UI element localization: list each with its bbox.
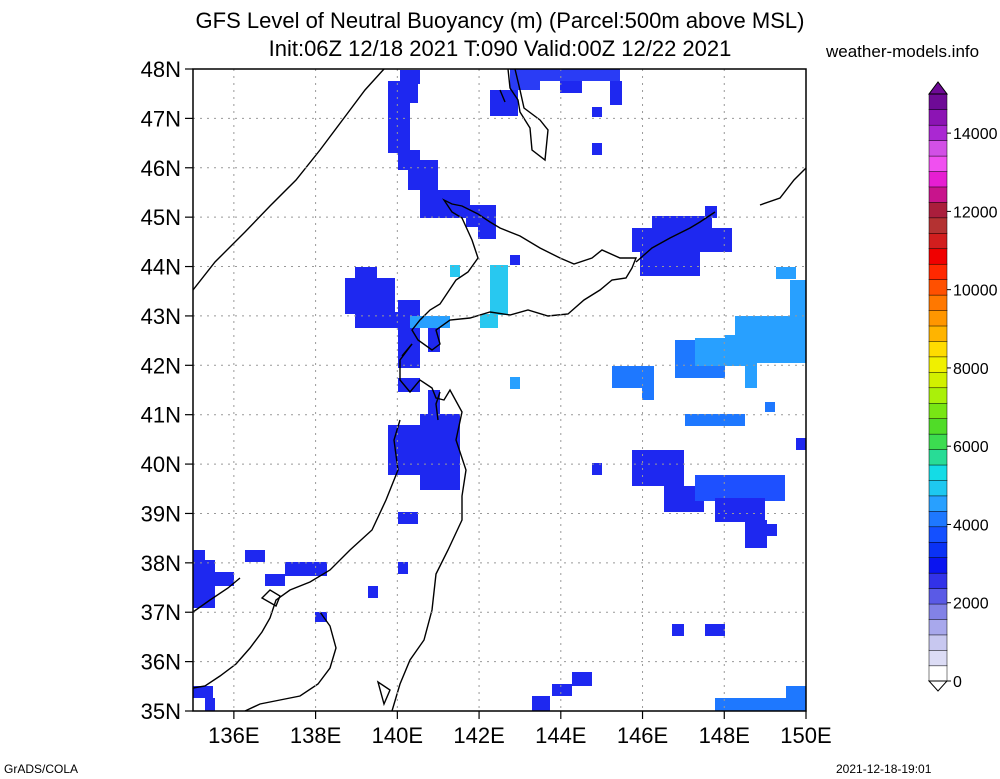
latitude-labels: 35N 36N 37N 38N 39N 40N 41N 42N 43N 44N 45N 46N 47N 4… (141, 57, 181, 724)
colorbar-segment (928, 649, 948, 667)
colorbar-label: 2000 (953, 596, 989, 613)
colorbar-label: 12000 (953, 204, 998, 221)
site-credit: weather-models.info (826, 42, 980, 61)
colorbar-segment (928, 510, 948, 528)
colorbar-segment (928, 572, 948, 589)
colorbar-segment (928, 109, 948, 126)
colorbar-segment (928, 170, 948, 188)
colorbar-segment (928, 248, 948, 265)
colorbar-top-arrow (928, 81, 948, 95)
lon-tick-label: 150E (780, 723, 831, 748)
colorbar-label: 6000 (953, 439, 989, 456)
colorbar-labels: 0 2000 4000 6000 8000 10000 12000 14000 (947, 126, 998, 691)
colorbar-segment (928, 124, 948, 141)
colorbar-segment (928, 356, 948, 373)
colorbar-segment (928, 526, 948, 543)
colorbar-segment (928, 634, 948, 651)
axis-ticks (185, 68, 807, 719)
lat-tick-label: 42N (141, 353, 181, 378)
colorbar-label: 14000 (953, 126, 998, 143)
map-frame (192, 68, 807, 712)
colorbar-segment (928, 618, 948, 636)
colorbar-segment (928, 186, 948, 203)
colorbar-segment (928, 665, 948, 682)
lat-tick-label: 38N (141, 551, 181, 576)
lat-tick-label: 47N (141, 106, 181, 131)
colorbar-segment (928, 294, 948, 311)
lat-tick-label: 45N (141, 205, 181, 230)
map-title-line1: GFS Level of Neutral Buoyancy (m) (Parce… (195, 8, 805, 33)
colorbar-segment (928, 588, 948, 605)
lat-tick-label: 43N (141, 304, 181, 329)
lon-tick-label: 146E (617, 723, 668, 748)
colorbar-segment (928, 371, 948, 389)
lat-tick-label: 37N (141, 600, 181, 625)
colorbar-segment (928, 464, 948, 481)
lat-tick-label: 44N (141, 255, 181, 280)
colorbar-segment (928, 340, 948, 358)
colorbar-segment (928, 557, 948, 574)
buoyancy-field (193, 69, 806, 711)
lon-tick-label: 142E (453, 723, 504, 748)
colorbar-segment (928, 418, 948, 435)
longitude-labels: 136E 138E 140E 142E 144E 146E 148E 150E (208, 723, 832, 748)
colorbar-segment (928, 217, 948, 234)
colorbar-segment (928, 263, 948, 280)
grads-credit: GrADS/COLA (4, 762, 79, 776)
colorbar-segment (928, 279, 948, 296)
colorbar-segment (928, 387, 948, 404)
colorbar-label: 0 (953, 674, 962, 691)
coastline (193, 69, 806, 711)
colorbar (927, 81, 949, 692)
colorbar-segment (928, 232, 948, 250)
colorbar-segment (928, 495, 948, 512)
colorbar-label: 4000 (953, 517, 989, 534)
colorbar-bottom-arrow (927, 680, 949, 692)
colorbar-segment (928, 325, 948, 342)
lon-tick-label: 140E (372, 723, 423, 748)
lat-tick-label: 35N (141, 699, 181, 724)
colorbar-segment (928, 155, 948, 172)
lon-tick-label: 144E (535, 723, 586, 748)
map-title-line2: Init:06Z 12/18 2021 T:090 Valid:00Z 12/2… (268, 36, 732, 61)
lat-tick-label: 40N (141, 452, 181, 477)
colorbar-segment (928, 402, 948, 419)
lat-tick-label: 41N (141, 403, 181, 428)
grid-lines (193, 69, 806, 711)
colorbar-segment (928, 93, 948, 110)
colorbar-label: 8000 (953, 361, 989, 378)
lat-tick-label: 36N (141, 650, 181, 675)
colorbar-segment (928, 603, 948, 620)
lon-tick-label: 148E (699, 723, 750, 748)
colorbar-segment (928, 140, 948, 157)
lon-tick-label: 138E (290, 723, 341, 748)
colorbar-segment (928, 449, 948, 466)
timestamp: 2021-12-18-19:01 (836, 762, 932, 776)
colorbar-segment (928, 201, 948, 219)
colorbar-segment (928, 433, 948, 450)
lat-tick-label: 48N (141, 57, 181, 82)
colorbar-label: 10000 (953, 283, 998, 300)
lat-tick-label: 46N (141, 156, 181, 181)
colorbar-segment (928, 310, 948, 327)
lon-tick-label: 136E (208, 723, 259, 748)
colorbar-segment (928, 541, 948, 558)
colorbar-segment (928, 479, 948, 497)
lat-tick-label: 39N (141, 501, 181, 526)
